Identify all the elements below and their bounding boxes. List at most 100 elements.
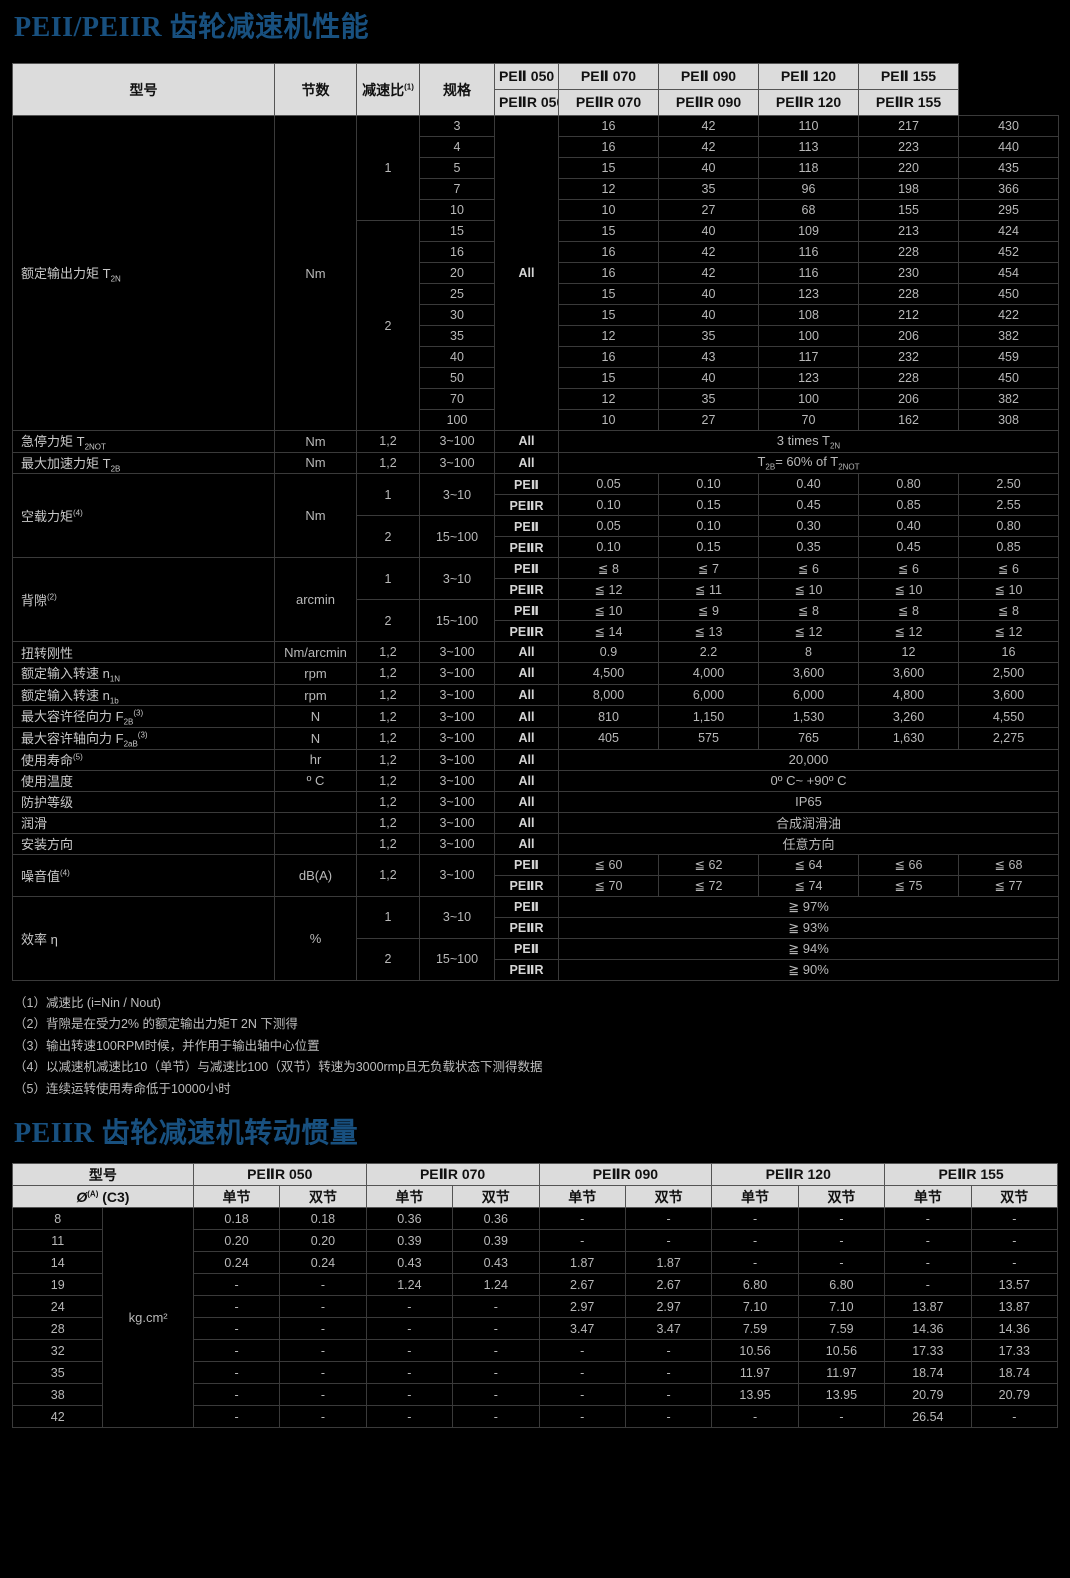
- value-cell: 68: [758, 199, 859, 221]
- table-row: 11 0.20 0.20 0.39 0.39 - - - - - -: [11, 1229, 1059, 1253]
- value-cell: 3.47: [624, 1317, 713, 1341]
- value-cell: 10: [558, 199, 659, 221]
- row-label-noload-torque: 空载力矩(4): [12, 473, 275, 559]
- value-cell: 2.97: [538, 1295, 626, 1319]
- value-cell: 0.05: [558, 515, 659, 538]
- row-unit: [274, 811, 357, 834]
- ratio-cell: 3~10: [419, 473, 495, 517]
- max-accel-value-a-sub: 2B: [765, 462, 776, 472]
- value-cell: -: [970, 1229, 1059, 1253]
- value-cell: 110: [758, 115, 859, 137]
- value-cell: -: [279, 1383, 367, 1407]
- page-title-performance: PEII/PEIIR 齿轮减速机性能: [14, 12, 370, 43]
- noise-label-text: 噪音值: [21, 868, 61, 884]
- value-cell: ≦ 6: [758, 557, 859, 580]
- value-cell: 16: [558, 241, 659, 263]
- header-frame-bottom-0: PEⅡR 050: [494, 89, 559, 116]
- spec-cell: PEⅡ: [494, 937, 559, 960]
- value-cell: 8,000: [558, 683, 659, 707]
- table-row: 背隙(2) arcmin 1 3~10 PEⅡ ≦ 8 ≦ 7 ≦ 6 ≦ 6 …: [12, 557, 1059, 643]
- value-cell: 1.24: [365, 1273, 454, 1297]
- header-frame-top-4: PEⅡ 155: [858, 63, 959, 90]
- value-cell: ≦ 12: [758, 620, 859, 643]
- value-cell: 14.36: [970, 1317, 1059, 1341]
- value-cell: 0.15: [658, 536, 759, 559]
- diameter-cell: 24: [11, 1295, 104, 1319]
- value-cell: ≦ 68: [958, 853, 1059, 876]
- value-cell: -: [970, 1251, 1059, 1275]
- value-cell: 0.24: [192, 1251, 281, 1275]
- row-unit: hr: [274, 748, 357, 771]
- diameter-c3: (C3): [102, 1188, 130, 1205]
- value-cell: -: [884, 1251, 972, 1275]
- value-cell: 3,260: [858, 705, 959, 728]
- value-cell: 13.87: [884, 1295, 972, 1319]
- value-cell: 0.39: [452, 1229, 540, 1253]
- inertia-header-row-1: 型号 PEⅡR 050 PEⅡR 070 PEⅡR 090 PEⅡR 120 P…: [12, 1163, 1058, 1187]
- spec-cell: All: [494, 662, 559, 685]
- value-cell: -: [279, 1405, 367, 1429]
- diameter-cell: 19: [11, 1273, 104, 1297]
- value-cell: 7.59: [797, 1317, 886, 1341]
- value-cell: ≦ 6: [958, 557, 1059, 580]
- value-cell: 450: [958, 367, 1059, 389]
- value-cell: -: [538, 1229, 626, 1253]
- table-row: 4 16 42 113 223 440: [13, 136, 1059, 158]
- value-cell: -: [797, 1229, 886, 1253]
- footnote-3: （3）输出转速100RPM时候，并作用于输出轴中心位置: [14, 1038, 320, 1053]
- value-cell: 2.97: [624, 1295, 713, 1319]
- table-row: PEⅡR 0.10 0.15 0.35 0.45 0.85: [13, 536, 1059, 559]
- row-label-torsional-stiffness: 扭转刚性: [12, 641, 275, 664]
- performance-table: 型号 节数 减速比(1) 规格 PEⅡ 050 PEⅡ 070 PEⅡ 090 …: [12, 63, 1059, 981]
- value-cell: 42: [658, 262, 759, 284]
- spec-cell: All: [494, 451, 559, 475]
- value-cell: 366: [958, 178, 1059, 200]
- table-row: 32 - - - - - - 10.56 10.56 17.33 17.33: [11, 1339, 1059, 1363]
- value-cell: 7.10: [711, 1295, 799, 1319]
- row-label-rated-input-speed-n1b: 额定输入转速 n1b: [12, 683, 275, 707]
- table-row: PEⅡR ≦ 70 ≦ 72 ≦ 74 ≦ 75 ≦ 77: [13, 874, 1059, 897]
- value-cell: 26.54: [884, 1405, 972, 1429]
- value-cell: -: [624, 1207, 713, 1231]
- value-cell: 382: [958, 325, 1059, 347]
- value-cell: 40: [658, 157, 759, 179]
- diameter-symbol: Ø: [76, 1188, 88, 1205]
- table-row-max-input-speed: 额定输入转速 n1b rpm 1,2 3~100 All 8,000 6,000…: [12, 683, 1059, 707]
- table-row: PEⅡR ≦ 12 ≦ 11 ≦ 10 ≦ 10 ≦ 10: [13, 578, 1059, 601]
- spec-cell: PEⅡR: [494, 494, 559, 517]
- spec-cell: All: [494, 683, 559, 707]
- value-cell: 6.80: [797, 1273, 886, 1297]
- table-row: 14 0.24 0.24 0.43 0.43 1.87 1.87 - - - -: [11, 1251, 1059, 1275]
- value-cell: 116: [758, 241, 859, 263]
- value-cell: 8: [758, 641, 859, 664]
- value-cell: 40: [658, 367, 759, 389]
- backlash-label-text: 背隙: [21, 593, 48, 609]
- value-cell: 16: [558, 346, 659, 368]
- value-cell: 0.80: [858, 473, 959, 496]
- value-cell: ≦ 62: [658, 853, 759, 876]
- value-cell-merged: ≧ 90%: [558, 958, 1059, 981]
- spec-cell: PEⅡ: [494, 853, 559, 876]
- ratio-cell: 40: [419, 346, 495, 368]
- spec-cell: All: [494, 748, 559, 771]
- table-row: 28 - - - - 3.47 3.47 7.59 7.59 14.36 14.…: [11, 1317, 1059, 1341]
- ratio-cell: 100: [419, 409, 495, 431]
- spec-cell: PEⅡR: [494, 916, 559, 939]
- inertia-table: 型号 PEⅡR 050 PEⅡR 070 PEⅡR 090 PEⅡR 120 P…: [11, 1163, 1059, 1429]
- value-cell: 0.43: [452, 1251, 540, 1275]
- max-accel-label-sub: 2B: [110, 464, 121, 474]
- value-cell: 16: [558, 262, 659, 284]
- value-cell: 18.74: [970, 1361, 1059, 1385]
- diameter-cell: 28: [11, 1317, 104, 1341]
- value-cell: 308: [958, 409, 1059, 431]
- value-cell: 213: [858, 220, 959, 242]
- table-row: 2 15~100 PEⅡ ≦ 10 ≦ 9 ≦ 8 ≦ 8 ≦ 8: [13, 599, 1059, 643]
- ratio-cell: 3~100: [419, 451, 495, 475]
- noload-label-sup: (4): [73, 508, 83, 518]
- value-cell: 765: [758, 726, 859, 750]
- table-row: 2 15~100 PEⅡ 0.05 0.10 0.30 0.40 0.80: [13, 515, 1059, 559]
- footnote-1: （1）减速比 (i=Nin / Nout): [14, 995, 161, 1010]
- ratio-cell: 4: [419, 136, 495, 158]
- value-cell: -: [884, 1229, 972, 1253]
- inertia-subheader-single: 单节: [538, 1185, 626, 1209]
